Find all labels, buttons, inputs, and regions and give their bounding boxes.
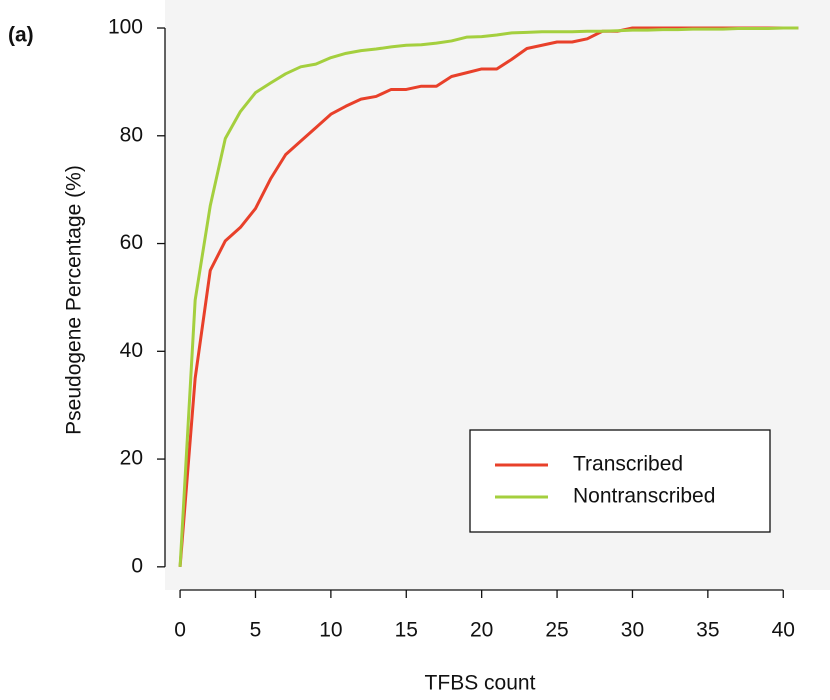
y-tick-label: 60: [120, 231, 143, 254]
y-tick-label: 80: [120, 123, 143, 146]
y-axis-label: Pseudogene Percentage (%): [63, 165, 86, 435]
x-tick-label: 20: [470, 619, 493, 642]
y-tick-label: 100: [108, 16, 143, 39]
x-tick-label: 15: [395, 619, 418, 642]
data-line: [178, 26, 799, 567]
x-tick-label: 40: [772, 619, 795, 642]
x-tick-label: 10: [319, 619, 342, 642]
y-tick-label: 20: [120, 447, 143, 470]
legend: Transcribed Nontranscribed: [469, 429, 771, 533]
y-tick-label: 40: [120, 339, 143, 362]
y-tick-label: 0: [131, 554, 143, 577]
panel-label: (a): [8, 24, 34, 47]
x-tick-label: 35: [696, 619, 719, 642]
legend-label: Transcribed: [573, 453, 683, 476]
x-axis-label: TFBS count: [425, 672, 536, 695]
legend-label: Nontranscribed: [573, 485, 715, 508]
x-tick-label: 5: [250, 619, 262, 642]
x-tick-label: 0: [174, 619, 186, 642]
legend-box: [469, 429, 771, 533]
x-tick-label: 25: [545, 619, 568, 642]
x-tick-label: 30: [621, 619, 644, 642]
